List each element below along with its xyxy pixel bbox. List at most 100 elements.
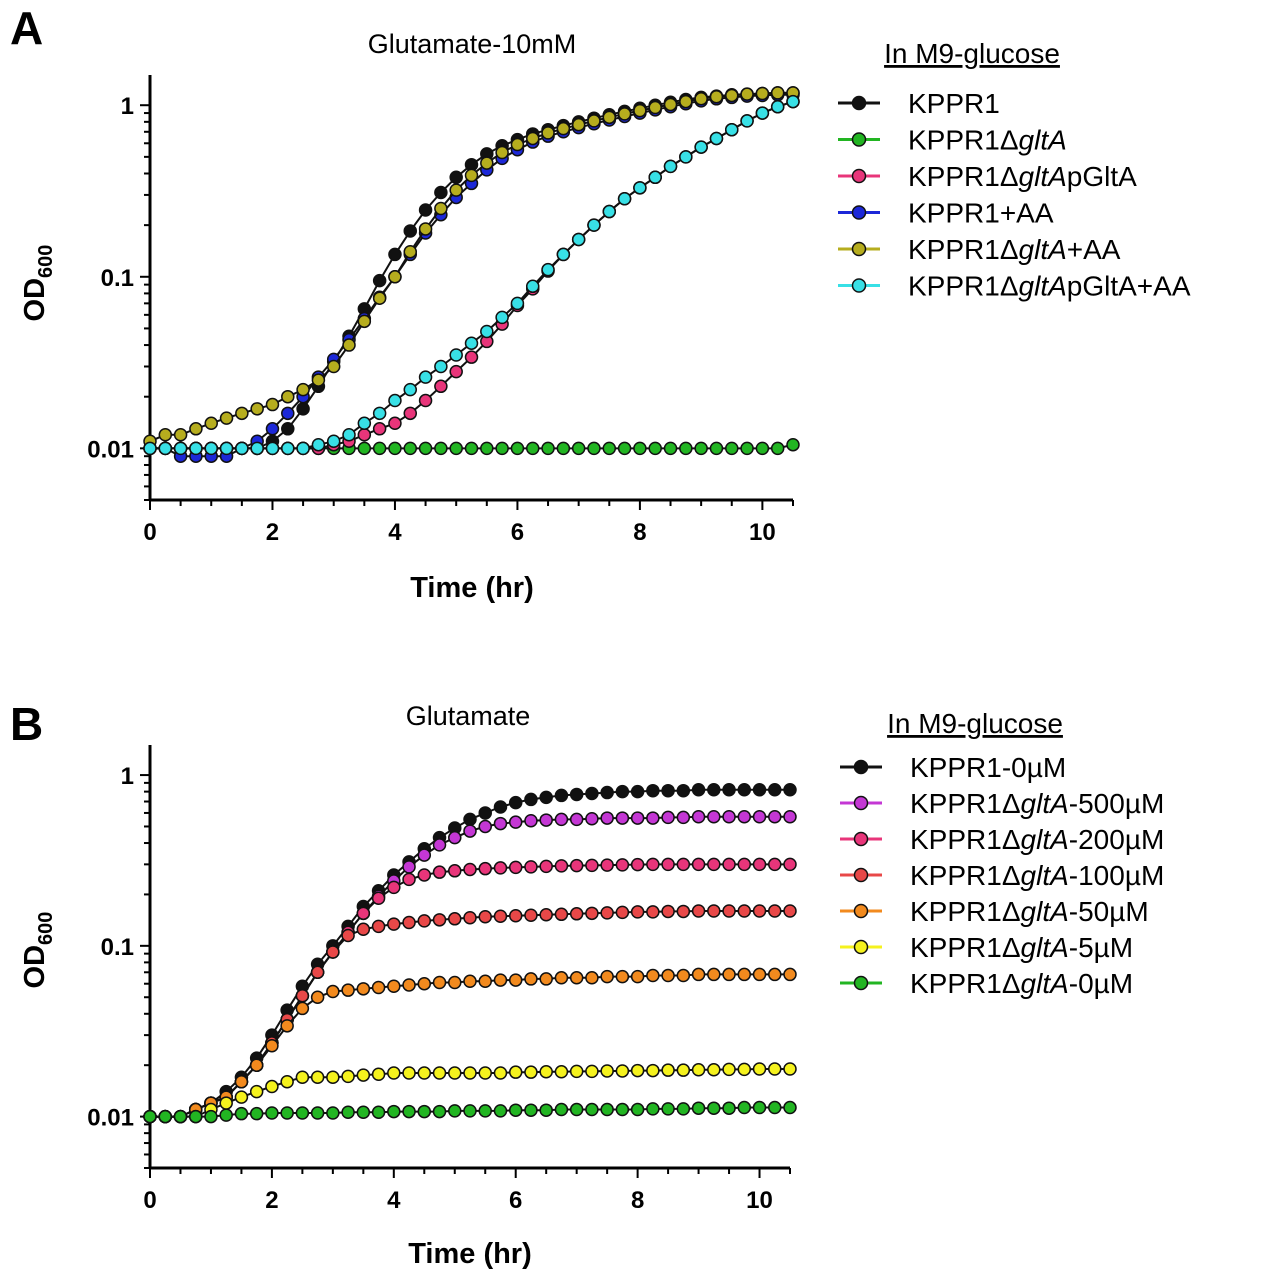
data-point: [371, 891, 386, 905]
data-point: [204, 416, 218, 431]
data-point: [387, 1066, 401, 1080]
data-point: [326, 984, 340, 999]
data-point: [630, 969, 645, 984]
data-point: [615, 969, 630, 984]
data-point: [388, 416, 402, 431]
data-point: [495, 441, 509, 456]
data-point: [752, 904, 767, 918]
panel-b: B Glutamate Time (hr) OD600 0 2 4 6 8 100.010…: [10, 698, 1164, 1270]
data-point: [464, 336, 479, 350]
y-tick-label: 0.01: [87, 1105, 134, 1132]
y-axis-label-sub: 600: [35, 912, 57, 945]
data-point: [707, 904, 721, 918]
legend-swatch-marker: [851, 241, 867, 257]
data-point: [679, 94, 693, 109]
legend: In M9-glucose KPPR1 KPPR1ΔgltA KPPR1ΔgltAp…: [838, 38, 1191, 302]
data-point: [633, 441, 647, 456]
data-point: [755, 441, 770, 456]
data-point: [648, 441, 662, 456]
data-point: [432, 975, 447, 990]
legend-label: KPPR1ΔgltA-100µM: [910, 860, 1164, 891]
data-point: [783, 783, 797, 797]
x-axis-label: Time (hr): [408, 1238, 532, 1270]
data-point: [493, 1066, 508, 1080]
data-point: [691, 904, 706, 918]
y-tick-label: 1: [121, 93, 134, 120]
data-point: [296, 441, 310, 456]
x-tick-label: 4: [388, 519, 402, 546]
data-point: [280, 1074, 294, 1089]
data-point: [663, 441, 678, 456]
data-point: [326, 359, 341, 374]
data-point: [493, 816, 508, 831]
data-point: [417, 1104, 432, 1119]
data-point: [691, 1063, 706, 1077]
data-point: [463, 1104, 477, 1118]
data-point: [737, 1100, 752, 1115]
data-point: [417, 1066, 432, 1080]
data-point: [617, 441, 632, 456]
series-2: [143, 857, 797, 1124]
data-point: [235, 441, 249, 456]
data-point: [786, 94, 800, 109]
data-point: [525, 279, 540, 294]
data-point: [556, 121, 571, 136]
data-point: [250, 441, 264, 456]
data-point: [676, 810, 691, 825]
data-point: [249, 1084, 264, 1099]
legend-entry: KPPR1ΔgltApGltA: [838, 161, 1137, 192]
data-point: [432, 1104, 447, 1119]
y-axis-label: OD600: [19, 912, 57, 989]
y-axis-label-sub: 600: [35, 245, 57, 278]
legend-swatch-marker: [851, 168, 867, 184]
data-point: [709, 131, 724, 146]
data-point: [740, 441, 754, 456]
data-point: [493, 800, 508, 814]
data-point: [722, 857, 736, 872]
data-point: [676, 783, 691, 798]
data-point: [281, 406, 295, 421]
data-point: [617, 191, 632, 206]
data-point: [646, 811, 660, 825]
legend-swatch-marker: [853, 867, 869, 883]
data-point: [418, 441, 433, 456]
data-point: [783, 857, 797, 872]
panel-letter: B: [10, 698, 43, 750]
data-point: [478, 1104, 492, 1118]
data-point: [722, 810, 736, 824]
data-point: [786, 437, 800, 452]
legend-label: KPPR1ΔgltApGltA+AA: [908, 271, 1191, 302]
data-point: [737, 967, 752, 982]
data-point: [755, 86, 770, 101]
data-point: [709, 441, 724, 456]
data-point: [387, 917, 401, 931]
data-point: [585, 1064, 599, 1079]
data-point: [783, 1100, 797, 1115]
data-point: [676, 857, 691, 872]
data-point: [480, 156, 494, 170]
legend-label: KPPR1ΔgltA-5µM: [910, 932, 1133, 963]
data-point: [541, 262, 555, 277]
data-point: [740, 114, 754, 128]
data-point: [676, 1063, 691, 1077]
data-point: [219, 411, 234, 425]
data-point: [356, 906, 371, 921]
data-point: [265, 397, 280, 412]
data-point: [310, 1106, 325, 1120]
data-point: [495, 145, 509, 160]
data-point: [311, 437, 326, 452]
data-point: [434, 359, 448, 374]
data-point: [676, 968, 691, 983]
svg-text:OD600: OD600: [19, 912, 57, 989]
data-point: [691, 857, 706, 872]
data-point: [707, 810, 721, 824]
data-point: [418, 203, 433, 217]
series-line: [150, 100, 794, 450]
data-point: [709, 90, 724, 104]
data-point: [402, 872, 416, 887]
x-tick-label: 0: [143, 519, 156, 546]
data-point: [630, 1063, 645, 1078]
data-point: [265, 422, 280, 436]
data-point: [648, 170, 662, 185]
data-point: [449, 348, 463, 362]
